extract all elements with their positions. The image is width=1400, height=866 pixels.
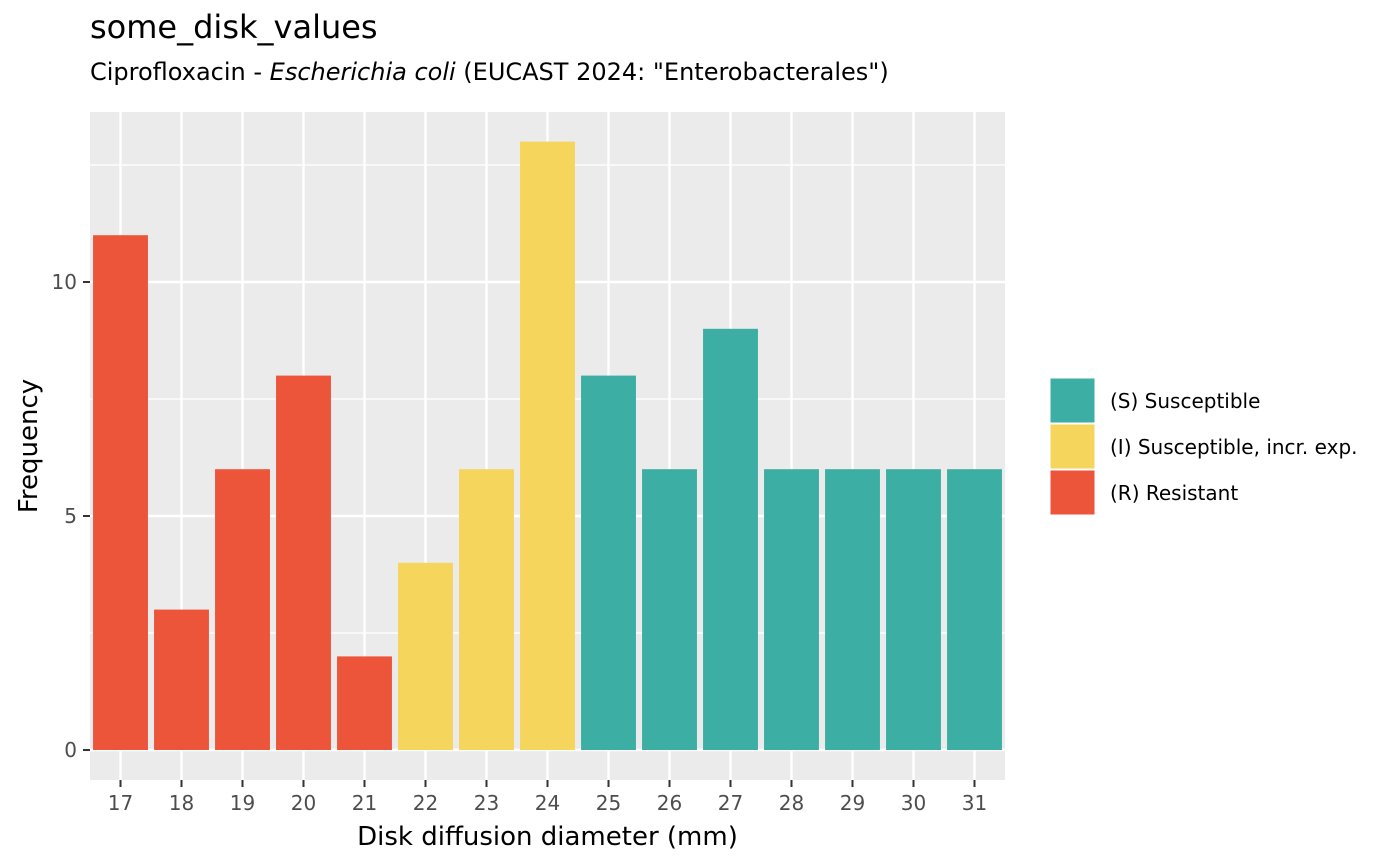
x-tick-label: 20: [291, 791, 316, 815]
x-tick-label: 25: [596, 791, 621, 815]
subtitle-organism: Escherichia coli: [269, 58, 456, 86]
x-tick-label: 21: [352, 791, 377, 815]
x-tick-label: 23: [474, 791, 499, 815]
y-tick-label: 0: [64, 738, 77, 762]
x-tick-label: 18: [169, 791, 194, 815]
bar: [825, 469, 880, 750]
bar: [154, 609, 209, 750]
subtitle-separator: -: [245, 58, 270, 86]
x-tick-label: 28: [779, 791, 804, 815]
legend-label-I: (I) Susceptible, incr. exp.: [1110, 435, 1358, 459]
x-tick-label: 30: [901, 791, 926, 815]
subtitle-guideline: (EUCAST 2024: "Enterobacterales"): [455, 58, 889, 86]
bar: [398, 562, 453, 750]
y-tick-label: 10: [52, 270, 77, 294]
subtitle-drug: Ciprofloxacin: [90, 58, 246, 86]
x-axis: 17 18 19 20 21 22 23 24 25 26 27 28 29 30 31: [108, 780, 987, 815]
x-tick-label: 19: [230, 791, 255, 815]
bar: [337, 656, 392, 750]
x-axis-title: Disk diffusion diameter (mm): [357, 822, 738, 852]
bar: [215, 469, 270, 750]
bar: [764, 469, 819, 750]
bar: [520, 141, 575, 751]
legend-key-R: [1049, 469, 1096, 516]
bar: [947, 469, 1002, 750]
x-tick-label: 31: [962, 791, 987, 815]
chart-title: some_disk_values: [90, 8, 378, 46]
y-tick-label: 5: [64, 504, 77, 528]
bar: [459, 469, 514, 750]
bars: [93, 141, 1002, 751]
chart-subtitle: Ciprofloxacin - Escherichia coli (EUCAST…: [90, 58, 889, 86]
x-tick-label: 22: [413, 791, 438, 815]
bar: [703, 328, 758, 750]
x-tick-label: 17: [108, 791, 133, 815]
bar: [886, 469, 941, 750]
legend-key-S: [1049, 377, 1096, 424]
y-axis: 0 5 10: [52, 270, 90, 762]
legend-label-S: (S) Susceptible: [1110, 389, 1260, 413]
x-tick-label: 27: [718, 791, 743, 815]
bar: [642, 469, 697, 750]
bar: [93, 235, 148, 750]
y-axis-title: Frequency: [14, 379, 44, 513]
legend-key-I: [1049, 423, 1096, 470]
legend-label-R: (R) Resistant: [1110, 481, 1238, 505]
x-tick-label: 24: [535, 791, 560, 815]
bar: [276, 375, 331, 750]
legend: (S) Susceptible (I) Susceptible, incr. ex…: [1049, 377, 1358, 516]
bar: [581, 375, 636, 750]
x-tick-label: 29: [840, 791, 865, 815]
x-tick-label: 26: [657, 791, 682, 815]
